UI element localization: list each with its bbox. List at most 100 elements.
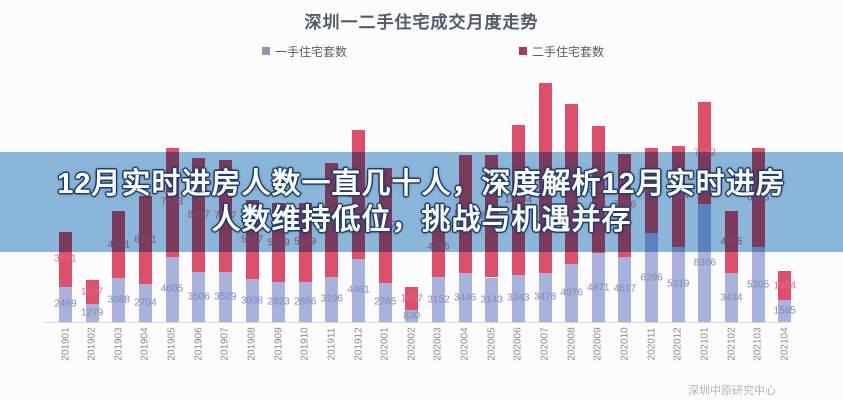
bar-value-first-hand: 5319 xyxy=(667,278,690,290)
bar-value-first-hand: 3196 xyxy=(320,293,344,305)
chart-legend: 一手住宅套数 二手住宅套数 xyxy=(0,44,843,60)
bar-value-first-hand: 2704 xyxy=(134,297,157,309)
bar-segment-first-hand xyxy=(245,279,259,322)
chart-title: 深圳一二手住宅成交月度走势 xyxy=(304,13,539,32)
bar-value-first-hand: 8366 xyxy=(693,257,716,269)
x-tick-label: 202002 xyxy=(406,327,418,361)
x-tick-label: 201904 xyxy=(139,327,151,361)
bar-segment-second-hand xyxy=(405,286,419,311)
bar-segment-first-hand xyxy=(192,272,206,322)
bar-value-first-hand: 3478 xyxy=(533,291,557,303)
bar-value-second-hand: 1994 xyxy=(773,280,796,291)
x-tick-label: 202007 xyxy=(539,327,551,361)
bar-value-first-hand: 3446 xyxy=(453,292,477,304)
bar-value-first-hand: 4617 xyxy=(613,283,637,295)
x-axis-line xyxy=(44,322,790,323)
x-tick-label: 202006 xyxy=(512,327,524,361)
bar-segment-first-hand xyxy=(298,281,312,322)
x-tick-label: 202004 xyxy=(459,327,471,361)
bar-value-first-hand: 2499 xyxy=(54,298,77,310)
x-tick-label: 201903 xyxy=(113,327,125,361)
x-tick-label: 201906 xyxy=(193,327,205,361)
x-tick-label: 202005 xyxy=(486,327,498,361)
legend-item-second-hand: 二手住宅套数 xyxy=(519,44,605,59)
bar-segment-first-hand xyxy=(538,272,552,322)
bar-value-first-hand: 830 xyxy=(403,310,421,322)
bar-value-second-hand: 3891 xyxy=(54,253,77,265)
legend-swatch-second-hand xyxy=(519,47,527,55)
bar-value-first-hand: 2765 xyxy=(374,296,397,308)
bar-value-first-hand: 3506 xyxy=(187,291,210,303)
bar-segment-first-hand xyxy=(112,278,126,322)
bar-value-first-hand: 2856 xyxy=(294,296,317,308)
x-tick-label: 202012 xyxy=(672,327,684,361)
bar-value-first-hand: 3088 xyxy=(107,294,130,306)
bar-value-first-hand: 1585 xyxy=(773,305,796,317)
bar-value-first-hand: 3152 xyxy=(427,294,450,306)
bar-value-first-hand: 4871 xyxy=(587,282,610,293)
bar-segment-first-hand xyxy=(352,258,365,322)
legend-item-first-hand: 一手住宅套数 xyxy=(262,44,348,59)
x-tick-label: 201910 xyxy=(299,327,311,361)
x-tick-label: 202010 xyxy=(619,327,631,361)
bar-value-first-hand: 6296 xyxy=(640,272,663,283)
bar-segment-first-hand xyxy=(645,232,659,322)
bar-value-first-hand: 1279 xyxy=(81,307,104,319)
x-tick-label: 202009 xyxy=(592,327,604,361)
x-tick-label: 201909 xyxy=(273,327,285,361)
x-tick-label: 202103 xyxy=(752,327,764,361)
bar-segment-first-hand xyxy=(778,299,792,322)
bar-value-first-hand: 5305 xyxy=(747,279,770,290)
bar-segment-first-hand xyxy=(591,253,605,322)
bar-segment-first-hand xyxy=(432,277,445,322)
bar-segment-first-hand xyxy=(565,264,579,322)
x-tick-label: 202011 xyxy=(646,327,658,361)
bar-segment-first-hand xyxy=(138,283,152,322)
x-tick-label: 201908 xyxy=(246,327,258,361)
bar-value-first-hand: 3143 xyxy=(480,294,503,306)
x-tick-label: 202102 xyxy=(726,327,737,361)
x-tick-label: 201902 xyxy=(86,327,98,361)
bar-value-first-hand: 3343 xyxy=(507,292,530,304)
bar-segment-first-hand xyxy=(218,272,232,322)
bar-segment-first-hand xyxy=(751,246,765,322)
x-tick-label: 202104 xyxy=(779,327,791,361)
x-tick-label: 201911 xyxy=(326,327,338,361)
bar-segment-first-hand xyxy=(458,273,472,322)
legend-label-first-hand: 一手住宅套数 xyxy=(275,44,348,59)
bar-segment-first-hand xyxy=(618,256,632,322)
source-watermark: 深圳中原研究中心 xyxy=(688,385,776,397)
bar-segment-first-hand xyxy=(511,274,525,322)
legend-label-second-hand: 二手住宅套数 xyxy=(532,44,605,59)
x-tick-label: 202001 xyxy=(379,327,391,361)
bar-segment-first-hand xyxy=(85,303,99,322)
bar-segment-first-hand xyxy=(59,286,72,322)
x-tick-label: 202003 xyxy=(432,327,444,361)
bar-segment-first-hand xyxy=(325,276,339,322)
bar-segment-first-hand xyxy=(671,246,685,322)
bar-value-first-hand: 3038 xyxy=(240,295,264,306)
bar-value-first-hand: 4461 xyxy=(347,284,370,296)
bar-value-first-hand: 3529 xyxy=(214,291,237,303)
legend-swatch-first-hand xyxy=(262,47,270,55)
bar-segment-first-hand xyxy=(405,310,419,322)
bar-segment-first-hand xyxy=(165,256,179,322)
bar-segment-second-hand xyxy=(778,271,792,300)
x-tick-label: 201907 xyxy=(219,327,231,361)
x-tick-label: 201901 xyxy=(60,327,71,361)
bar-value-second-hand: 1667 xyxy=(400,293,423,304)
bar-value-first-hand: 2823 xyxy=(267,296,290,308)
x-tick-label: 202101 xyxy=(699,327,711,361)
overlay-banner-background xyxy=(0,152,843,252)
bar-segment-first-hand xyxy=(272,282,286,322)
bar-segment-second-hand xyxy=(85,279,99,304)
x-tick-label: 201905 xyxy=(166,327,178,361)
bar-value-second-hand: 1697 xyxy=(81,286,104,298)
bar-segment-first-hand xyxy=(378,282,392,322)
bar-value-first-hand: 4605 xyxy=(160,283,184,295)
bar-segment-first-hand xyxy=(485,277,499,322)
bar-value-first-hand: 4076 xyxy=(560,287,583,299)
bar-value-first-hand: 3434 xyxy=(720,292,743,304)
x-tick-label: 201912 xyxy=(353,327,365,361)
